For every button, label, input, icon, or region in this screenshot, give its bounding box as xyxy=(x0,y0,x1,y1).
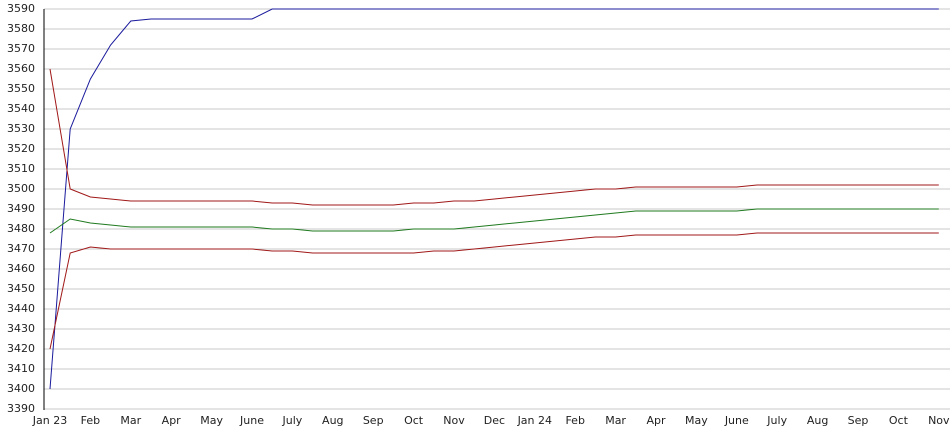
x-tick-label: May xyxy=(685,414,708,427)
x-tick-label: Sep xyxy=(848,414,869,427)
y-tick-label: 3460 xyxy=(7,262,35,275)
x-tick-label: Jan 24 xyxy=(517,414,552,427)
x-tick-label: Mar xyxy=(120,414,141,427)
x-tick-label: June xyxy=(239,414,264,427)
y-tick-label: 3480 xyxy=(7,222,35,235)
y-tick-label: 3590 xyxy=(7,2,35,15)
series-line xyxy=(49,68,939,206)
y-tick-label: 3570 xyxy=(7,42,35,55)
series-line xyxy=(49,208,939,234)
y-tick-label: 3440 xyxy=(7,302,35,315)
x-tick-label: Mar xyxy=(605,414,626,427)
x-tick-label: Feb xyxy=(565,414,584,427)
y-tick-label: 3550 xyxy=(7,82,35,95)
y-tick-label: 3390 xyxy=(7,402,35,415)
y-tick-label: 3500 xyxy=(7,182,35,195)
x-tick-label: Aug xyxy=(322,414,343,427)
x-tick-label: Apr xyxy=(162,414,182,427)
x-tick-label: May xyxy=(200,414,223,427)
x-tick-label: July xyxy=(282,414,303,427)
series-line xyxy=(49,8,939,390)
x-tick-label: Nov xyxy=(928,414,950,427)
x-tick-label: Sep xyxy=(363,414,384,427)
y-tick-label: 3400 xyxy=(7,382,35,395)
y-tick-label: 3580 xyxy=(7,22,35,35)
x-tick-label: July xyxy=(766,414,787,427)
y-tick-label: 3430 xyxy=(7,322,35,335)
x-tick-label: Aug xyxy=(807,414,828,427)
x-tick-label: Oct xyxy=(889,414,909,427)
y-tick-label: 3450 xyxy=(7,282,35,295)
y-tick-label: 3410 xyxy=(7,362,35,375)
x-tick-label: June xyxy=(724,414,749,427)
y-tick-label: 3470 xyxy=(7,242,35,255)
y-tick-label: 3540 xyxy=(7,102,35,115)
y-tick-label: 3520 xyxy=(7,142,35,155)
y-tick-label: 3530 xyxy=(7,122,35,135)
x-tick-label: Feb xyxy=(81,414,100,427)
x-tick-label: Nov xyxy=(443,414,465,427)
y-tick-label: 3420 xyxy=(7,342,35,355)
y-tick-label: 3490 xyxy=(7,202,35,215)
y-tick-label: 3510 xyxy=(7,162,35,175)
x-tick-label: Jan 23 xyxy=(32,414,67,427)
x-tick-label: Apr xyxy=(646,414,666,427)
series-line xyxy=(49,232,939,350)
x-tick-label: Oct xyxy=(404,414,424,427)
y-tick-label: 3560 xyxy=(7,62,35,75)
x-tick-label: Dec xyxy=(484,414,505,427)
